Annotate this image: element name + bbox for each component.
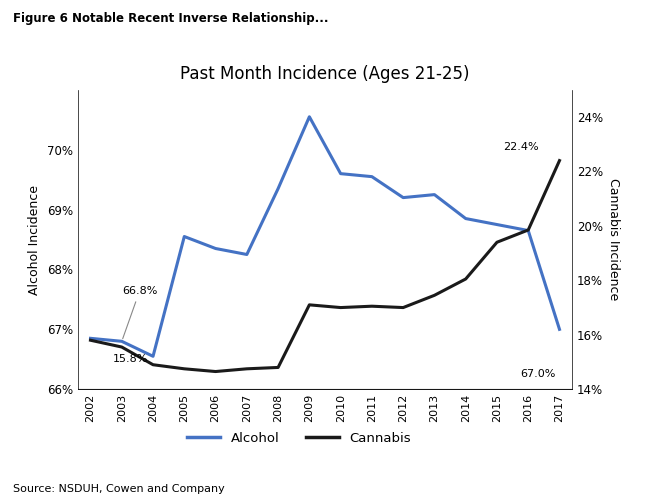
Y-axis label: Cannabis Incidence: Cannabis Incidence <box>606 179 619 300</box>
Alcohol <box>525 228 532 234</box>
Cannabis <box>556 158 564 164</box>
Cannabis <box>462 276 469 282</box>
Cannabis <box>337 304 344 310</box>
Cannabis <box>243 366 251 372</box>
Alcohol <box>181 234 188 240</box>
Title: Past Month Incidence (Ages 21-25): Past Month Incidence (Ages 21-25) <box>180 65 470 83</box>
Alcohol <box>337 171 344 177</box>
Alcohol <box>462 216 469 222</box>
Alcohol <box>493 222 501 228</box>
Alcohol <box>368 174 376 180</box>
Cannabis <box>430 292 438 298</box>
Cannabis <box>181 366 188 372</box>
Cannabis <box>368 303 376 309</box>
Alcohol <box>274 186 282 192</box>
Text: 67.0%: 67.0% <box>520 369 555 379</box>
Alcohol <box>399 195 407 201</box>
Cannabis <box>274 364 282 370</box>
Cannabis <box>86 337 94 343</box>
Cannabis <box>306 302 313 308</box>
Alcohol <box>118 338 125 344</box>
Alcohol <box>430 192 438 198</box>
Alcohol <box>212 246 220 251</box>
Cannabis <box>212 369 220 375</box>
Cannabis <box>118 344 125 350</box>
Line: Alcohol: Alcohol <box>90 117 560 356</box>
Alcohol <box>149 353 157 359</box>
Y-axis label: Alcohol Incidence: Alcohol Incidence <box>29 185 42 294</box>
Cannabis <box>525 227 532 233</box>
Alcohol <box>86 335 94 341</box>
Legend: Alcohol, Cannabis: Alcohol, Cannabis <box>182 427 416 450</box>
Text: 66.8%: 66.8% <box>122 286 157 339</box>
Alcohol <box>243 251 251 257</box>
Alcohol <box>556 326 564 332</box>
Alcohol <box>306 114 313 120</box>
Cannabis <box>493 239 501 245</box>
Cannabis <box>149 362 157 368</box>
Text: Figure 6 Notable Recent Inverse Relationship...: Figure 6 Notable Recent Inverse Relation… <box>13 12 328 25</box>
Cannabis <box>399 304 407 310</box>
Line: Cannabis: Cannabis <box>90 161 560 372</box>
Text: Source: NSDUH, Cowen and Company: Source: NSDUH, Cowen and Company <box>13 484 225 494</box>
Text: 15.8%: 15.8% <box>112 354 148 364</box>
Text: 22.4%: 22.4% <box>503 142 539 152</box>
